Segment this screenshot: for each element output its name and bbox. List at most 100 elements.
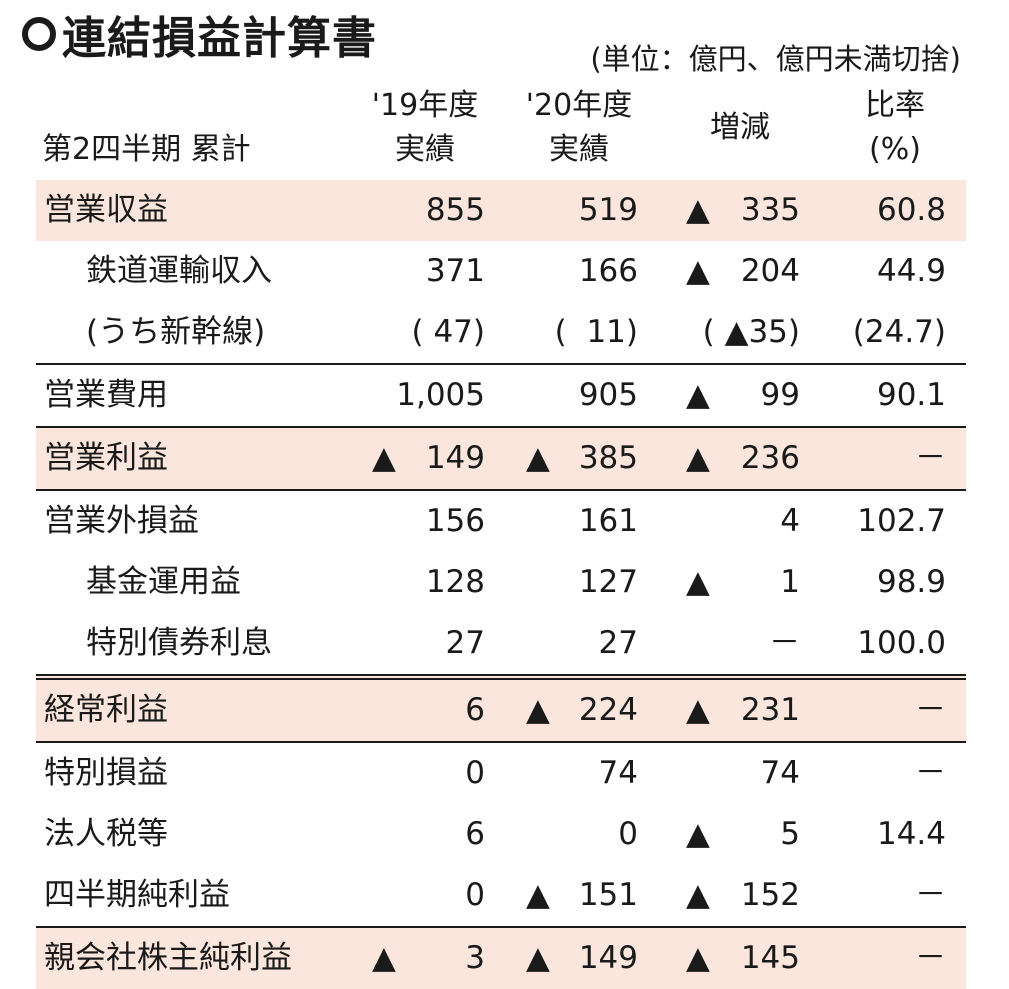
row-label: 営業利益 <box>44 440 168 476</box>
value-fy19: 27 <box>445 625 485 661</box>
value-fy20: 74 <box>598 755 638 791</box>
title-text: 連結損益計算書 <box>62 13 377 64</box>
row-label: 四半期純利益 <box>44 877 230 913</box>
row-label: 経常利益 <box>44 692 168 728</box>
negative-triangle-icon: ▲ <box>526 877 550 913</box>
negative-triangle-icon: ▲ <box>526 940 550 976</box>
value-diff: 1 <box>780 564 800 600</box>
circle-icon <box>22 17 56 51</box>
value-ratio: 102.7 <box>857 503 946 539</box>
negative-triangle-icon: ▲ <box>686 377 710 413</box>
value-fy20: 127 <box>578 564 638 600</box>
value-ratio: － <box>915 755 946 791</box>
negative-triangle-icon: ▲ <box>686 692 710 728</box>
value-diff: ( ▲35) <box>702 314 800 350</box>
value-ratio: 60.8 <box>876 192 946 228</box>
value-ratio: － <box>915 940 946 976</box>
table-row: 経常利益 6 ▲ 224 ▲ 231 － <box>36 674 966 741</box>
row-label: 営業外損益 <box>44 503 199 539</box>
value-fy19: 371 <box>425 253 485 289</box>
value-fy19: 149 <box>425 440 485 476</box>
table-row: 鉄道運輸収入 371 166 ▲ 204 44.9 <box>36 241 966 302</box>
value-diff: 145 <box>740 940 800 976</box>
table-row: 特別損益 0 74 74 － <box>36 741 966 804</box>
negative-triangle-icon: ▲ <box>686 816 710 852</box>
value-fy20: 151 <box>578 877 638 913</box>
value-ratio: 98.9 <box>876 564 946 600</box>
header-col19: '19年度 実績 <box>360 84 490 172</box>
table-row: (うち新幹線) ( 47) ( 11) ( ▲35) (24.7) <box>36 302 966 363</box>
table-row: 営業利益 ▲ 149 ▲ 385 ▲ 236 － <box>36 426 966 489</box>
value-fy19: 3 <box>465 940 485 976</box>
value-diff: 152 <box>740 877 800 913</box>
value-diff: 5 <box>780 816 800 852</box>
header-col20-line2: 実績 <box>549 132 609 167</box>
negative-triangle-icon: ▲ <box>686 940 710 976</box>
negative-triangle-icon: ▲ <box>686 877 710 913</box>
row-label: 基金運用益 <box>86 564 241 600</box>
value-ratio: 100.0 <box>857 625 946 661</box>
value-ratio: 44.9 <box>876 253 946 289</box>
table-row: 営業収益 855 519 ▲ 335 60.8 <box>36 180 966 241</box>
header-ratio-line2: (%) <box>869 132 921 167</box>
table-row: 営業費用 1,005 905 ▲ 99 90.1 <box>36 363 966 426</box>
header-col20: '20年度 実績 <box>514 84 644 172</box>
negative-triangle-icon: ▲ <box>686 440 710 476</box>
row-label: 特別債券利息 <box>86 625 272 661</box>
value-fy19: 0 <box>465 877 485 913</box>
table-row: 法人税等 6 0 ▲ 5 14.4 <box>36 804 966 865</box>
value-diff: 335 <box>740 192 800 228</box>
header-col19-line2: 実績 <box>395 132 455 167</box>
value-diff: 236 <box>740 440 800 476</box>
value-fy20: ( 11) <box>554 314 638 350</box>
table-row: 基金運用益 128 127 ▲ 1 98.9 <box>36 552 966 613</box>
negative-triangle-icon: ▲ <box>526 440 550 476</box>
value-ratio: － <box>915 440 946 476</box>
value-fy19: 6 <box>465 692 485 728</box>
value-fy19: 1,005 <box>396 377 485 413</box>
negative-triangle-icon: ▲ <box>686 564 710 600</box>
negative-triangle-icon: ▲ <box>526 692 550 728</box>
table-row: 営業外損益 156 161 4 102.7 <box>36 489 966 552</box>
value-fy20: 905 <box>578 377 638 413</box>
header-ratio-line1: 比率 <box>865 88 925 123</box>
negative-triangle-icon: ▲ <box>686 253 710 289</box>
value-fy20: 27 <box>598 625 638 661</box>
value-fy19: 855 <box>425 192 485 228</box>
header-period: 第2四半期 累計 <box>42 132 251 167</box>
row-label: 営業費用 <box>44 377 168 413</box>
table-row: 特別債券利息 27 27 － 100.0 <box>36 613 966 674</box>
row-label: 営業収益 <box>44 192 168 228</box>
header-col20-line1: '20年度 <box>525 88 633 123</box>
row-label: 法人税等 <box>44 816 168 852</box>
value-ratio: － <box>915 692 946 728</box>
unit-note: (単位：億円、億円未満切捨) <box>590 42 961 76</box>
value-fy19: 0 <box>465 755 485 791</box>
row-label: 親会社株主純利益 <box>44 940 292 976</box>
value-diff: 4 <box>780 503 800 539</box>
table-row: 親会社株主純利益 ▲ 3 ▲ 149 ▲ 145 － <box>36 926 966 989</box>
value-diff: 99 <box>760 377 800 413</box>
value-fy20: 166 <box>578 253 638 289</box>
negative-triangle-icon: ▲ <box>686 192 710 228</box>
value-ratio: 14.4 <box>876 816 946 852</box>
table-row: 四半期純利益 0 ▲ 151 ▲ 152 － <box>36 865 966 926</box>
value-ratio: (24.7) <box>852 314 946 350</box>
value-fy19: ( 47) <box>411 314 486 350</box>
value-fy20: 161 <box>578 503 638 539</box>
negative-triangle-icon: ▲ <box>372 440 396 476</box>
value-fy20: 149 <box>578 940 638 976</box>
value-diff: － <box>769 625 800 661</box>
row-label: 特別損益 <box>44 755 168 791</box>
row-label: (うち新幹線) <box>86 314 266 350</box>
value-fy20: 519 <box>578 192 638 228</box>
income-statement-table: 営業収益 855 519 ▲ 335 60.8 鉄道運輸収入 371 166 ▲ 204 44.9 (う… <box>36 180 966 989</box>
value-ratio: － <box>915 877 946 913</box>
value-ratio: 90.1 <box>876 377 946 413</box>
header-diff: 増減 <box>710 110 770 145</box>
header-ratio: 比率 (%) <box>840 84 950 172</box>
page-title: 連結損益計算書 <box>22 2 377 66</box>
value-fy19: 128 <box>425 564 485 600</box>
row-label: 鉄道運輸収入 <box>86 253 272 289</box>
header-col19-line1: '19年度 <box>371 88 479 123</box>
